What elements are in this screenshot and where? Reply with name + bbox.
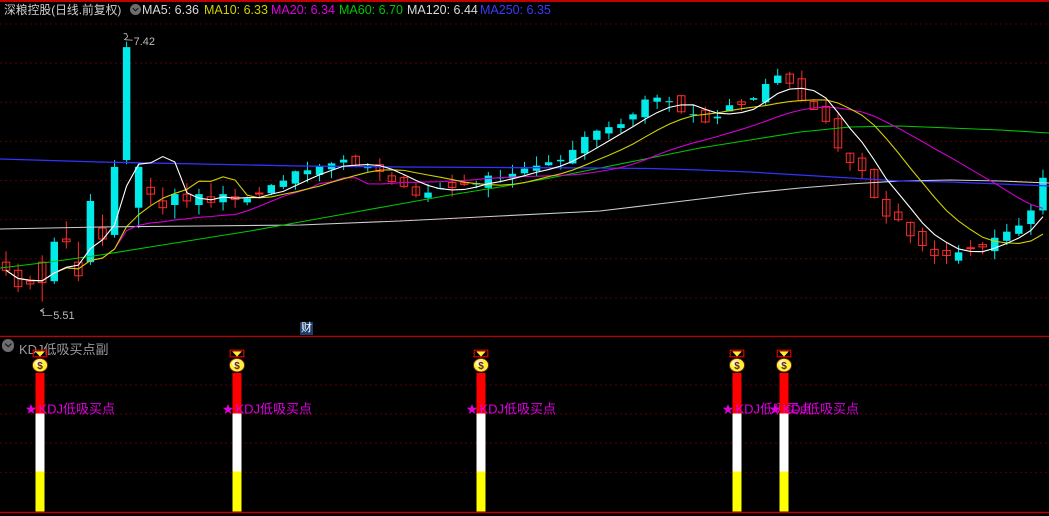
- svg-text:KDJ低吸买点: KDJ低吸买点: [480, 402, 557, 417]
- svg-text:$: $: [734, 361, 740, 372]
- svg-text:KDJ低吸买点: KDJ低吸买点: [39, 402, 116, 417]
- svg-text:$: $: [781, 361, 787, 372]
- svg-text:$: $: [234, 361, 240, 372]
- svg-text:$: $: [478, 361, 484, 372]
- svg-text:$: $: [37, 361, 43, 372]
- svg-text:KDJ低吸买点: KDJ低吸买点: [783, 402, 860, 417]
- svg-text:KDJ低吸买点: KDJ低吸买点: [236, 402, 313, 417]
